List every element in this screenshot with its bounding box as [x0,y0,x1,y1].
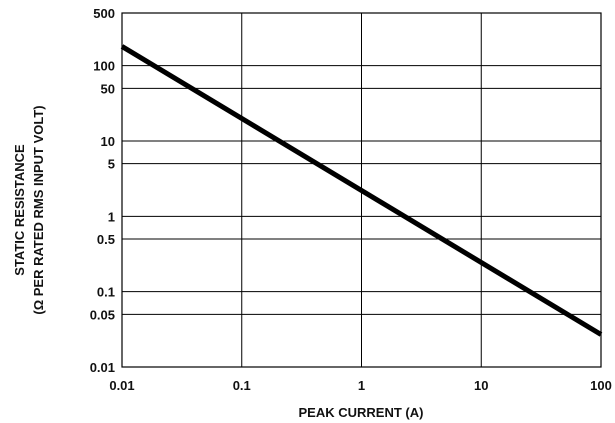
y-tick-label: 0.5 [97,232,115,247]
y-tick-label: 500 [93,6,115,21]
plot-frame [121,12,602,368]
x-tick-label: 1 [358,378,365,393]
y-tick-label: 10 [101,134,115,149]
x-axis-title: PEAK CURRENT (A) [299,405,424,420]
resistance-line [120,44,603,337]
x-tick-labels: 0.01 0.1 1 10 100 [109,378,612,393]
x-tick-label: 10 [474,378,488,393]
series-layer [120,44,603,337]
y-tick-label: 50 [101,81,115,96]
y-tick-label: 100 [93,59,115,74]
y-tick-label: 0.1 [97,285,115,300]
x-tick-label: 0.01 [109,378,134,393]
y-tick-labels: 0.01 0.05 0.1 0.5 1 5 10 50 100 500 [90,6,115,375]
y-tick-label: 1 [108,209,115,224]
y-tick-label: 5 [108,157,115,172]
y-tick-label: 0.01 [90,360,115,375]
x-tick-label: 100 [590,378,612,393]
y-axis-title-line2: (Ω PER RATED RMS INPUT VOLT) [31,105,46,314]
y-tick-label: 0.05 [90,307,115,322]
x-tick-label: 0.1 [233,378,251,393]
grid-lines [122,13,601,367]
y-axis-title-line1: STATIC RESISTANCE [12,144,27,276]
